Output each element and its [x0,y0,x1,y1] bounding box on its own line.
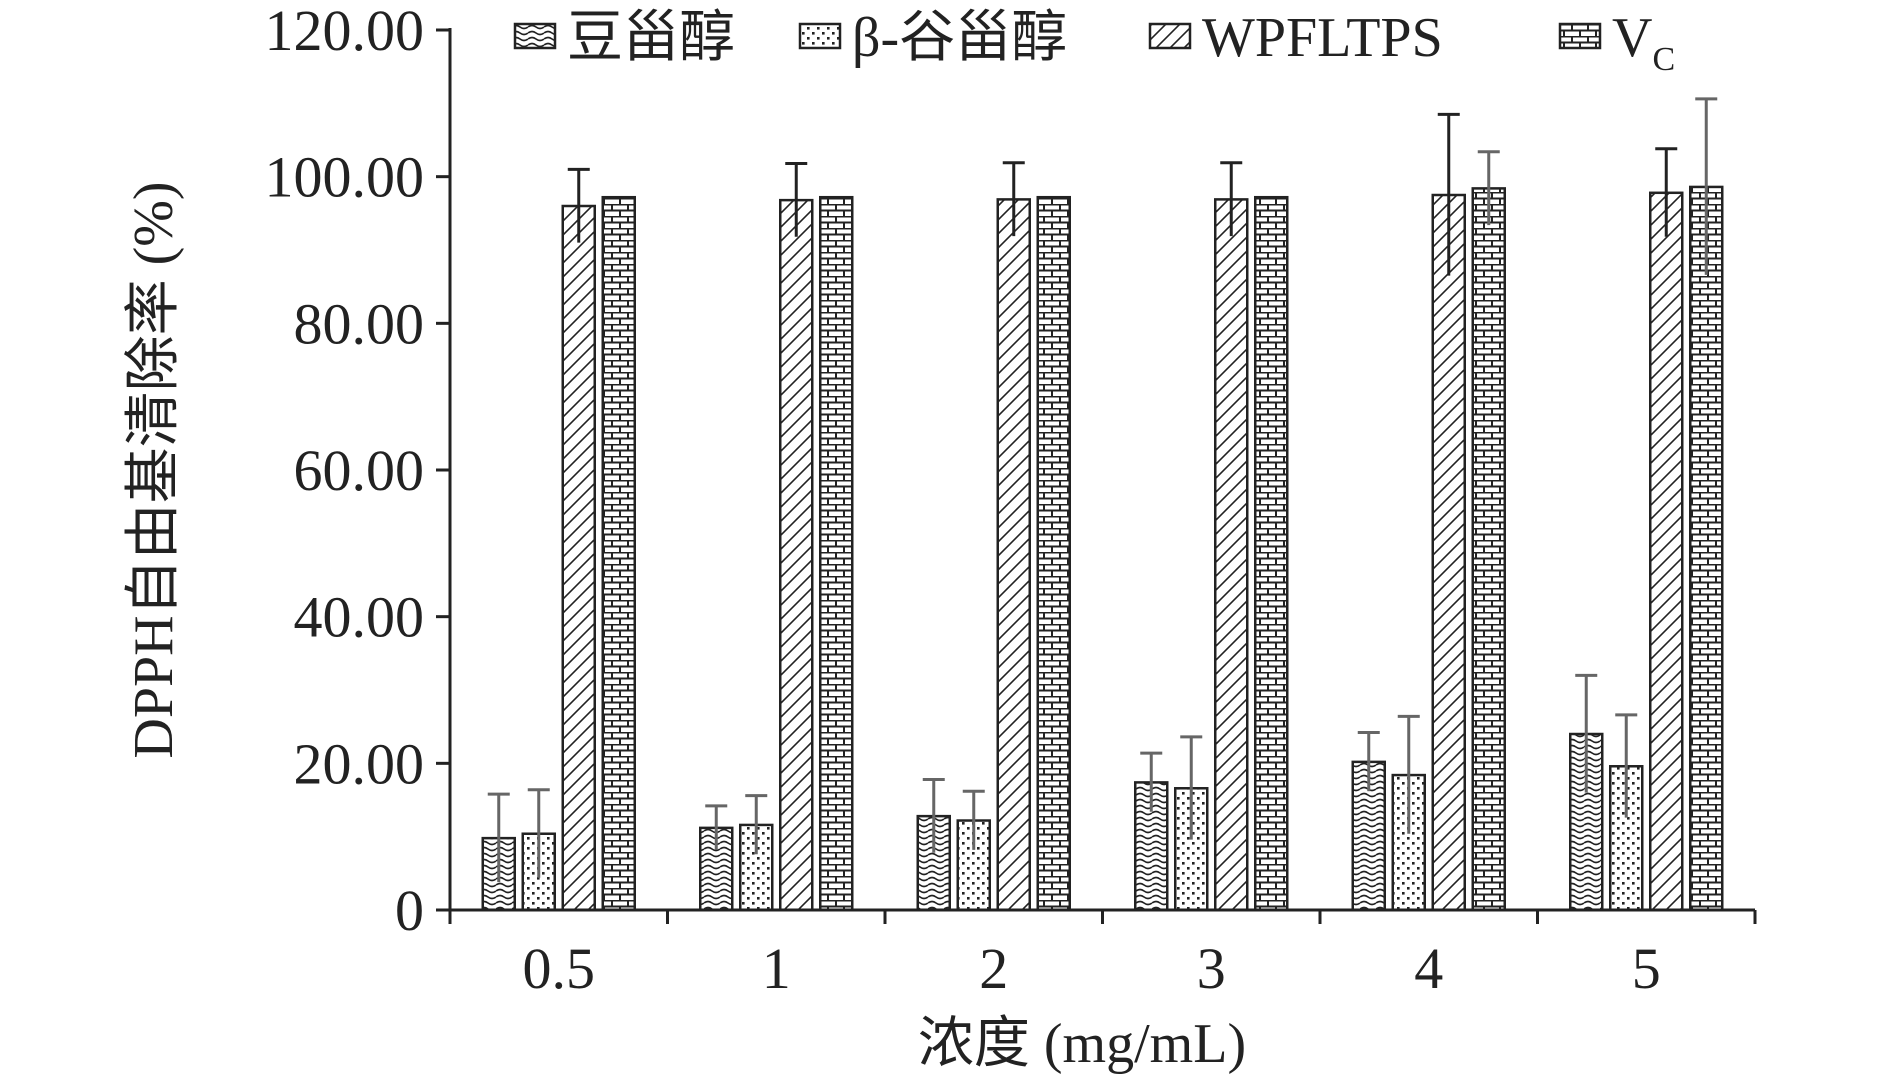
bar [1649,191,1684,912]
y-tick-label: 40.00 [294,585,425,650]
error-bars [487,97,1718,883]
x-tick-label: 3 [1197,936,1226,1001]
bar [819,195,854,912]
bars [481,185,1724,912]
legend-label: β-谷甾醇 [852,7,1067,69]
bar [1036,195,1071,912]
legend-swatch [798,22,842,50]
y-tick-label: 20.00 [294,731,425,796]
bar [996,198,1031,912]
bar [1214,198,1249,912]
bar [779,198,814,912]
legend-swatch [1558,22,1602,50]
bar [561,204,596,912]
y-tick-label: 80.00 [294,291,425,356]
bar [601,195,636,912]
legend-label: VC [1612,7,1675,78]
bar [1471,187,1506,912]
x-axis-title: 浓度 (mg/mL) [918,1013,1246,1075]
x-tick-label: 5 [1632,936,1661,1001]
legend-swatch [513,22,557,50]
legend-label: 豆甾醇 [567,7,735,69]
x-tick-label: 4 [1414,936,1443,1001]
x-axis: 0.5 1 2 3 4 5 浓度 (mg/mL) [448,910,1757,1075]
legend: 豆甾醇 β-谷甾醇 WPFLTPS VC [513,7,1675,78]
bar [699,826,734,912]
y-tick-label: 100.00 [265,145,425,210]
bar [1254,195,1289,912]
y-tick-label: 60.00 [294,438,425,503]
y-tick-label: 120.00 [265,0,425,63]
x-tick-label: 0.5 [523,936,596,1001]
y-tick-label: 0 [395,878,424,943]
legend-swatch [1148,22,1192,50]
y-axis: DPPH自由基清除率 (%) 0 20.00 40.00 60.00 80.00 100.… [123,0,450,943]
y-axis-title: DPPH自由基清除率 (%) [123,181,185,758]
x-tick-label: 2 [979,936,1008,1001]
bar [1689,185,1724,912]
bar [1431,193,1466,912]
x-tick-label: 1 [762,936,791,1001]
legend-label: WPFLTPS [1202,7,1443,69]
